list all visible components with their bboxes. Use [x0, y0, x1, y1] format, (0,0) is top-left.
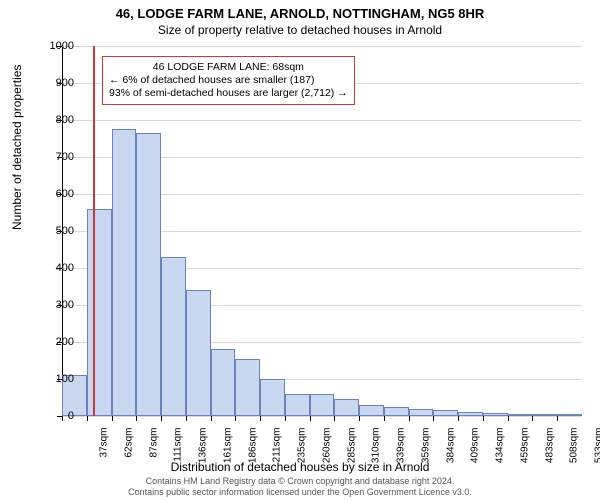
- x-tick-mark: [112, 416, 113, 421]
- histogram-bar: [235, 359, 260, 416]
- histogram-bar: [409, 409, 434, 416]
- histogram-bar: [136, 133, 161, 416]
- reference-line: [93, 46, 95, 416]
- histogram-bar: [285, 394, 310, 416]
- x-tick-mark: [186, 416, 187, 421]
- x-tick-mark: [334, 416, 335, 421]
- histogram-bar: [359, 405, 384, 416]
- x-tick-mark: [532, 416, 533, 421]
- y-tick-label: 200: [34, 336, 74, 348]
- x-tick-mark: [508, 416, 509, 421]
- histogram-bar: [458, 412, 483, 416]
- histogram-bar: [334, 399, 359, 416]
- x-tick-mark: [409, 416, 410, 421]
- y-tick-label: 400: [34, 262, 74, 274]
- x-tick-mark: [211, 416, 212, 421]
- y-tick-label: 700: [34, 151, 74, 163]
- footer-attribution: Contains HM Land Registry data © Crown c…: [0, 476, 600, 498]
- histogram-bar: [186, 290, 211, 416]
- grid-line: [62, 46, 582, 47]
- x-tick-mark: [260, 416, 261, 421]
- annotation-box: 46 LODGE FARM LANE: 68sqm ← 6% of detach…: [102, 56, 355, 105]
- y-axis-label: Number of detached properties: [10, 65, 24, 230]
- footer-line1: Contains HM Land Registry data © Crown c…: [0, 476, 600, 487]
- histogram-bar: [310, 394, 335, 416]
- x-tick-mark: [310, 416, 311, 421]
- histogram-bar: [384, 407, 409, 416]
- x-tick-mark: [458, 416, 459, 421]
- y-tick-label: 500: [34, 225, 74, 237]
- y-tick-label: 800: [34, 114, 74, 126]
- chart-title-main: 46, LODGE FARM LANE, ARNOLD, NOTTINGHAM,…: [0, 0, 600, 21]
- grid-line: [62, 416, 582, 417]
- y-tick-label: 300: [34, 299, 74, 311]
- grid-line: [62, 120, 582, 121]
- annotation-line3: 93% of semi-detached houses are larger (…: [109, 87, 348, 100]
- histogram-bar: [211, 349, 236, 416]
- histogram-bar: [161, 257, 186, 416]
- x-tick-mark: [557, 416, 558, 421]
- footer-line2: Contains public sector information licen…: [0, 487, 600, 498]
- chart-container: 46, LODGE FARM LANE, ARNOLD, NOTTINGHAM,…: [0, 0, 600, 500]
- y-tick-label: 100: [34, 373, 74, 385]
- y-tick-label: 1000: [34, 40, 74, 52]
- histogram-bar: [508, 414, 533, 416]
- histogram-bar: [532, 414, 557, 416]
- histogram-bar: [433, 410, 458, 416]
- x-tick-mark: [483, 416, 484, 421]
- histogram-bar: [87, 209, 112, 416]
- histogram-bar: [112, 129, 137, 416]
- x-tick-mark: [384, 416, 385, 421]
- x-tick-mark: [235, 416, 236, 421]
- y-tick-label: 600: [34, 188, 74, 200]
- y-tick-label: 900: [34, 77, 74, 89]
- chart-area: 46 LODGE FARM LANE: 68sqm ← 6% of detach…: [62, 46, 582, 416]
- annotation-line1: 46 LODGE FARM LANE: 68sqm: [109, 61, 348, 74]
- histogram-bar: [483, 413, 508, 416]
- x-tick-mark: [285, 416, 286, 421]
- y-tick-label: 0: [34, 410, 74, 422]
- x-tick-mark: [433, 416, 434, 421]
- chart-title-sub: Size of property relative to detached ho…: [0, 21, 600, 37]
- annotation-line2: ← 6% of detached houses are smaller (187…: [109, 74, 348, 87]
- x-tick-mark: [87, 416, 88, 421]
- x-tick-mark: [359, 416, 360, 421]
- histogram-bar: [260, 379, 285, 416]
- x-tick-mark: [161, 416, 162, 421]
- x-axis-label: Distribution of detached houses by size …: [0, 460, 600, 474]
- histogram-bar: [557, 414, 582, 416]
- x-tick-mark: [136, 416, 137, 421]
